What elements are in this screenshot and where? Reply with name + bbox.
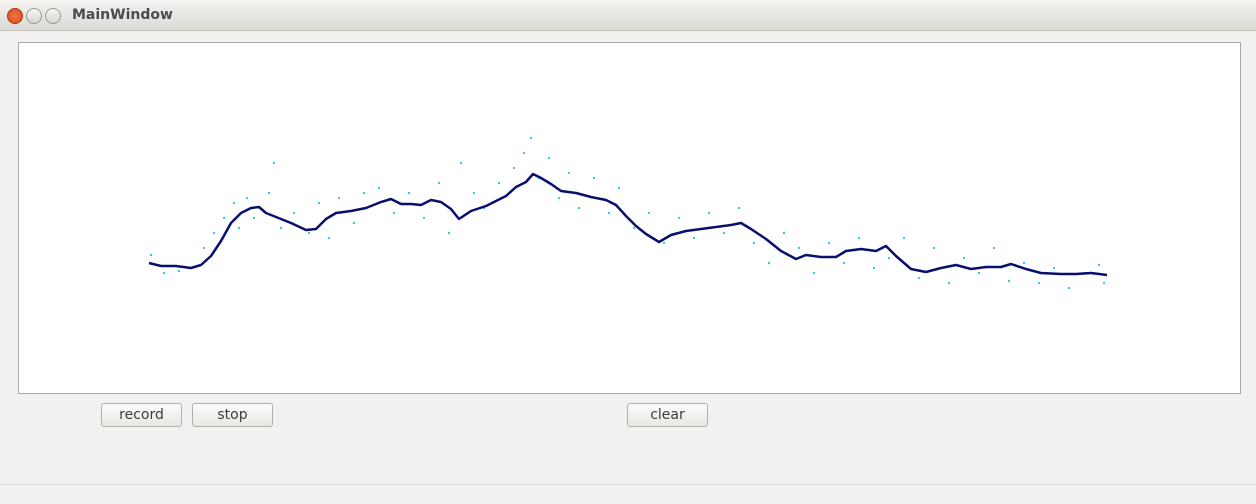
- data-point: [268, 192, 270, 194]
- data-point: [150, 254, 152, 256]
- title-bar: MainWindow: [0, 0, 1256, 31]
- data-point: [723, 232, 725, 234]
- data-point: [483, 207, 485, 209]
- data-point: [933, 247, 935, 249]
- data-point: [1098, 264, 1100, 266]
- data-point: [238, 227, 240, 229]
- close-button[interactable]: [7, 8, 23, 24]
- data-point: [163, 272, 165, 274]
- data-point: [678, 217, 680, 219]
- data-point: [213, 232, 215, 234]
- data-point: [523, 152, 525, 154]
- data-line: [148, 172, 1108, 277]
- data-point: [978, 272, 980, 274]
- data-point: [903, 237, 905, 239]
- data-point: [568, 172, 570, 174]
- data-point: [223, 217, 225, 219]
- data-point: [618, 187, 620, 189]
- data-point: [663, 242, 665, 244]
- clear-button[interactable]: clear: [627, 403, 708, 427]
- data-point: [948, 282, 950, 284]
- data-point: [353, 222, 355, 224]
- data-point: [648, 212, 650, 214]
- data-point: [178, 270, 180, 272]
- data-point: [280, 227, 282, 229]
- data-point: [513, 167, 515, 169]
- data-point: [203, 247, 205, 249]
- data-point: [633, 227, 635, 229]
- data-point: [498, 182, 500, 184]
- window-title: MainWindow: [72, 7, 173, 23]
- data-point: [738, 207, 740, 209]
- data-point: [448, 232, 450, 234]
- data-point: [408, 192, 410, 194]
- data-point: [548, 157, 550, 159]
- data-point: [798, 247, 800, 249]
- data-point: [753, 242, 755, 244]
- data-point: [693, 237, 695, 239]
- data-point: [963, 257, 965, 259]
- data-point: [328, 237, 330, 239]
- chart: [18, 42, 1241, 394]
- data-point: [318, 202, 320, 204]
- data-point: [1103, 282, 1105, 284]
- data-point: [293, 212, 295, 214]
- data-point: [918, 277, 920, 279]
- data-point: [1038, 282, 1040, 284]
- data-point: [608, 212, 610, 214]
- data-point: [460, 162, 462, 164]
- data-point: [873, 267, 875, 269]
- data-point: [233, 202, 235, 204]
- data-point: [308, 232, 310, 234]
- record-button[interactable]: record: [101, 403, 182, 427]
- data-point: [393, 212, 395, 214]
- data-point: [828, 242, 830, 244]
- data-point: [993, 247, 995, 249]
- data-point: [473, 192, 475, 194]
- maximize-button[interactable]: [45, 8, 61, 24]
- data-point: [338, 197, 340, 199]
- data-point: [578, 207, 580, 209]
- data-point: [1023, 262, 1025, 264]
- minimize-button[interactable]: [26, 8, 42, 24]
- data-point: [438, 182, 440, 184]
- data-point: [1068, 287, 1070, 289]
- data-point: [253, 217, 255, 219]
- data-point: [1008, 280, 1010, 282]
- data-point: [273, 162, 275, 164]
- data-point: [363, 192, 365, 194]
- stop-button[interactable]: stop: [192, 403, 273, 427]
- data-point: [783, 232, 785, 234]
- data-point: [558, 197, 560, 199]
- data-point: [858, 237, 860, 239]
- data-point: [378, 187, 380, 189]
- data-point: [708, 212, 710, 214]
- data-point: [246, 197, 248, 199]
- data-point: [813, 272, 815, 274]
- data-point: [530, 137, 532, 139]
- data-point: [768, 262, 770, 264]
- data-point: [888, 257, 890, 259]
- data-point: [843, 262, 845, 264]
- status-bar: [0, 484, 1256, 485]
- data-point: [593, 177, 595, 179]
- data-point: [1053, 267, 1055, 269]
- data-point: [423, 217, 425, 219]
